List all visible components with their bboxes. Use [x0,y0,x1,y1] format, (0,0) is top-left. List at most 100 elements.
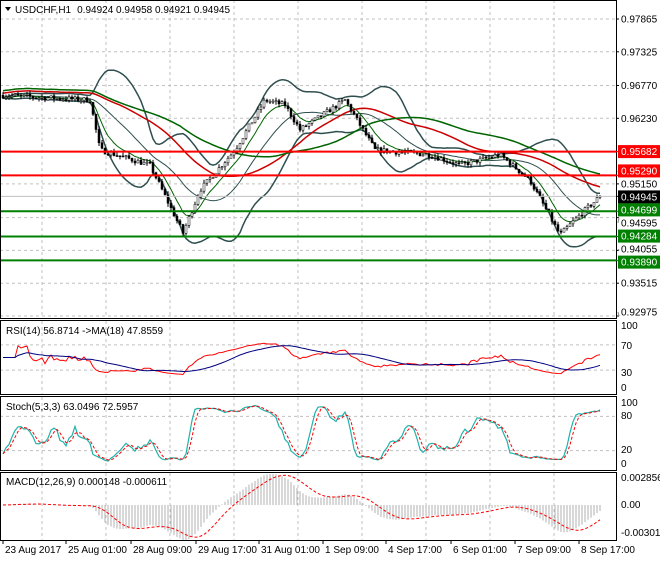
price-tick-label: 0.96770 [621,81,658,92]
candle-body [163,188,167,196]
candle-body [370,137,374,143]
pane-frames [0,0,617,541]
stoch-main-line [2,404,601,462]
price-tick-label: 0.92975 [621,308,658,319]
candle-body [364,128,368,136]
candle-body [421,154,425,157]
candle-body [538,191,542,197]
candle-body [229,154,233,159]
candle-body [94,114,98,130]
rsi-line [3,342,601,376]
price-tick-label: 0.95150 [621,179,658,190]
candle-body [463,161,467,164]
time-axis-label: 6 Sep 01:00 [453,545,507,556]
candle-body [283,101,287,107]
candle-body [262,99,266,108]
ohlc-values: 0.94924 0.94958 0.94921 0.94945 [77,5,230,16]
candle-body [100,142,104,149]
stoch-title: Stoch(5,3,3) 63.0496 72.5957 [6,402,139,413]
indicator-axis-label: 70 [621,341,633,352]
level-price-tag-bg [618,164,660,178]
candle-body [301,125,305,131]
candle-body [241,138,245,144]
candle-body [571,220,575,225]
candle-body [541,196,545,204]
candle-body [334,106,338,109]
candle-body [550,211,554,222]
candle-body [85,97,89,103]
indicator-axis-label: -0.003017 [621,528,660,539]
candle-body [202,182,206,192]
level-price-tag: 0.95290 [621,166,658,177]
macd-title: MACD(12,26,9) 0.000148 -0.000611 [6,477,167,488]
candle-body [280,101,284,105]
time-axis-label: 8 Sep 17:00 [581,545,635,556]
main-price-pane[interactable] [0,69,616,262]
candle-body [379,147,383,153]
ma-green-line [2,87,601,175]
candle-body [136,160,140,164]
candle-body [127,155,131,159]
candle-body [52,95,56,100]
candle-body [181,224,185,234]
candle-body [565,226,569,229]
candle-body [472,159,476,161]
candle-body [31,96,35,98]
candle-body [478,157,482,163]
candle-body [586,204,590,208]
candle-body [451,162,455,165]
candle-body [259,106,263,110]
time-axis-label: 4 Sep 17:00 [388,545,442,556]
symbol-label: USDCHF,H1 [15,5,72,16]
dropdown-triangle-icon[interactable] [5,7,11,11]
axes: 0.97865 0.97325 0.96770 0.96230 0.95682 0.952… [2,15,660,556]
label-connector [617,311,620,317]
candle-body [493,154,497,158]
candle-body [562,228,566,233]
candle-body [238,143,242,149]
candle-body [499,152,503,157]
level-price-tag-bg [618,255,660,269]
candle-body [505,157,509,161]
candle-body [298,123,302,131]
candle-body [481,156,485,159]
candle-body [358,117,362,126]
candle-body [469,160,473,166]
candle-body [145,161,149,164]
candle-body [466,162,470,166]
candle-body [16,94,20,96]
candle-body [253,116,257,123]
candle-body [190,212,194,217]
price-tick-label: 0.93515 [621,279,658,290]
level-price-tag: 0.95682 [621,147,658,158]
candle-body [340,100,344,102]
indicator-axis-label: 0.00 [621,500,641,511]
candle-body [40,96,44,99]
current-price-tag: 0.94945 [621,192,658,203]
candle-body [439,157,443,161]
stoch-signal-line [2,405,601,461]
candle-body [457,162,461,164]
level-price-tag-bg [618,190,660,204]
candle-body [142,161,146,165]
level-price-tag: 0.94284 [621,232,658,243]
candle-body [529,176,533,185]
candle-body [433,156,437,159]
candle-body [61,99,65,101]
candle-body [517,168,521,174]
level-price-tag-bg [618,229,660,243]
candle-body [361,125,365,129]
candle-body [490,157,494,159]
candle-body [193,204,197,214]
candle-body [184,225,188,234]
level-price-tag-bg [618,203,660,217]
candle-body [418,153,422,157]
level-price-tag: 0.94699 [621,205,658,216]
candle-body [376,147,380,149]
candle-body [64,99,68,101]
candle-body [295,121,299,125]
indicator-panes[interactable] [2,342,601,541]
candle-body [139,160,143,165]
candle-body [175,215,179,221]
